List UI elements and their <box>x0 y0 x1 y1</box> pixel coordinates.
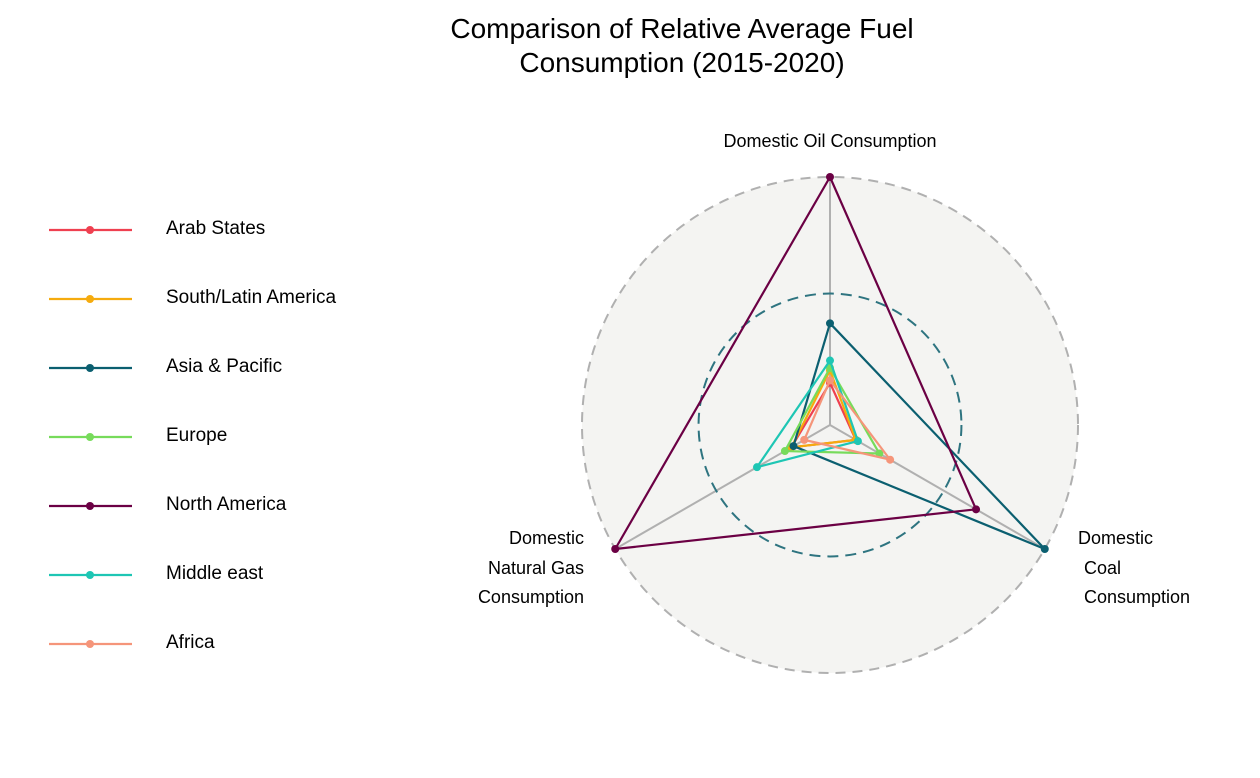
data-point-asia-pacific-1 <box>826 319 834 328</box>
legend-swatch-africa <box>49 640 132 648</box>
legend-swatch-middle-east <box>49 571 132 579</box>
legend-item-europe: Europe <box>46 413 406 482</box>
data-point-middle-east-2 <box>853 437 862 446</box>
legend-label-middle-east: Middle east <box>166 563 264 584</box>
series-line-europe <box>783 366 881 455</box>
legend-label-europe: Europe <box>166 425 228 446</box>
legend-label-africa: Africa <box>166 632 215 653</box>
axis-label-2-line-1: Domestic <box>1078 528 1153 548</box>
axis-label-3-line-2: Natural Gas <box>488 558 584 578</box>
legend-swatch-arab-states <box>49 226 132 234</box>
data-point-africa-1 <box>826 376 834 385</box>
legend-item-north-america: North America <box>46 482 406 551</box>
data-point-middle-east-3 <box>752 463 761 472</box>
legend-item-middle-east: Middle east <box>46 551 406 620</box>
axis-label-2-line-2: Coal <box>1084 558 1121 578</box>
data-point-asia-pacific-2 <box>1040 545 1049 553</box>
data-point-europe-2 <box>875 449 884 458</box>
axis-label-1-line-1: Domestic Oil Consumption <box>723 131 936 151</box>
data-point-africa-3 <box>800 435 809 444</box>
legend-item-asia-pacific: Asia & Pacific <box>46 344 406 413</box>
legend-swatch-north-america <box>49 502 132 510</box>
axis-label-3-line-1: Domestic <box>509 528 584 548</box>
data-point-europe-3 <box>780 447 789 456</box>
data-point-middle-east-1 <box>826 356 834 365</box>
chart-title-line-1: Comparison of Relative Average Fuel <box>450 13 914 44</box>
legend-swatch-south-latin-america <box>49 295 132 303</box>
legend-label-north-america: North America <box>166 494 287 515</box>
legend-swatch-europe <box>49 433 132 441</box>
legend-swatch-asia-pacific <box>49 364 132 372</box>
series-line-north-america <box>614 175 978 551</box>
series-line-africa <box>803 379 892 461</box>
legend-item-arab-states: Arab States <box>46 206 406 275</box>
data-point-north-america-1 <box>826 173 834 181</box>
data-point-africa-2 <box>886 455 895 464</box>
axis-spoke-2 <box>829 424 1046 550</box>
legend-item-south-latin-america: South/Latin America <box>46 275 406 344</box>
legend-label-arab-states: Arab States <box>166 218 266 239</box>
legend: Arab States South/Latin America Asia & Pac… <box>46 206 406 689</box>
data-point-north-america-3 <box>611 545 620 553</box>
axis-label-2-line-3: Consumption <box>1084 587 1190 607</box>
legend-label-asia-pacific: Asia & Pacific <box>166 356 283 377</box>
legend-item-africa: Africa <box>46 620 406 689</box>
axis-label-1: Domestic Oil Consumption <box>723 131 936 151</box>
axis-label-3-line-3: Consumption <box>478 587 584 607</box>
chart-title: Comparison of Relative Average Fuel Cons… <box>382 12 982 80</box>
chart-title-line-2: Consumption (2015-2020) <box>519 47 845 78</box>
data-point-north-america-2 <box>972 505 981 514</box>
legend-label-south-latin-america: South/Latin America <box>166 287 337 308</box>
axis-label-2: Domestic Coal Consumption <box>1078 528 1190 607</box>
data-point-asia-pacific-3 <box>789 442 798 451</box>
series-line-asia-pacific <box>792 322 1046 551</box>
inner-ring <box>697 292 963 558</box>
series-line-middle-east <box>755 359 860 469</box>
axis-label-3: Domestic Natural Gas Consumption <box>478 528 584 607</box>
